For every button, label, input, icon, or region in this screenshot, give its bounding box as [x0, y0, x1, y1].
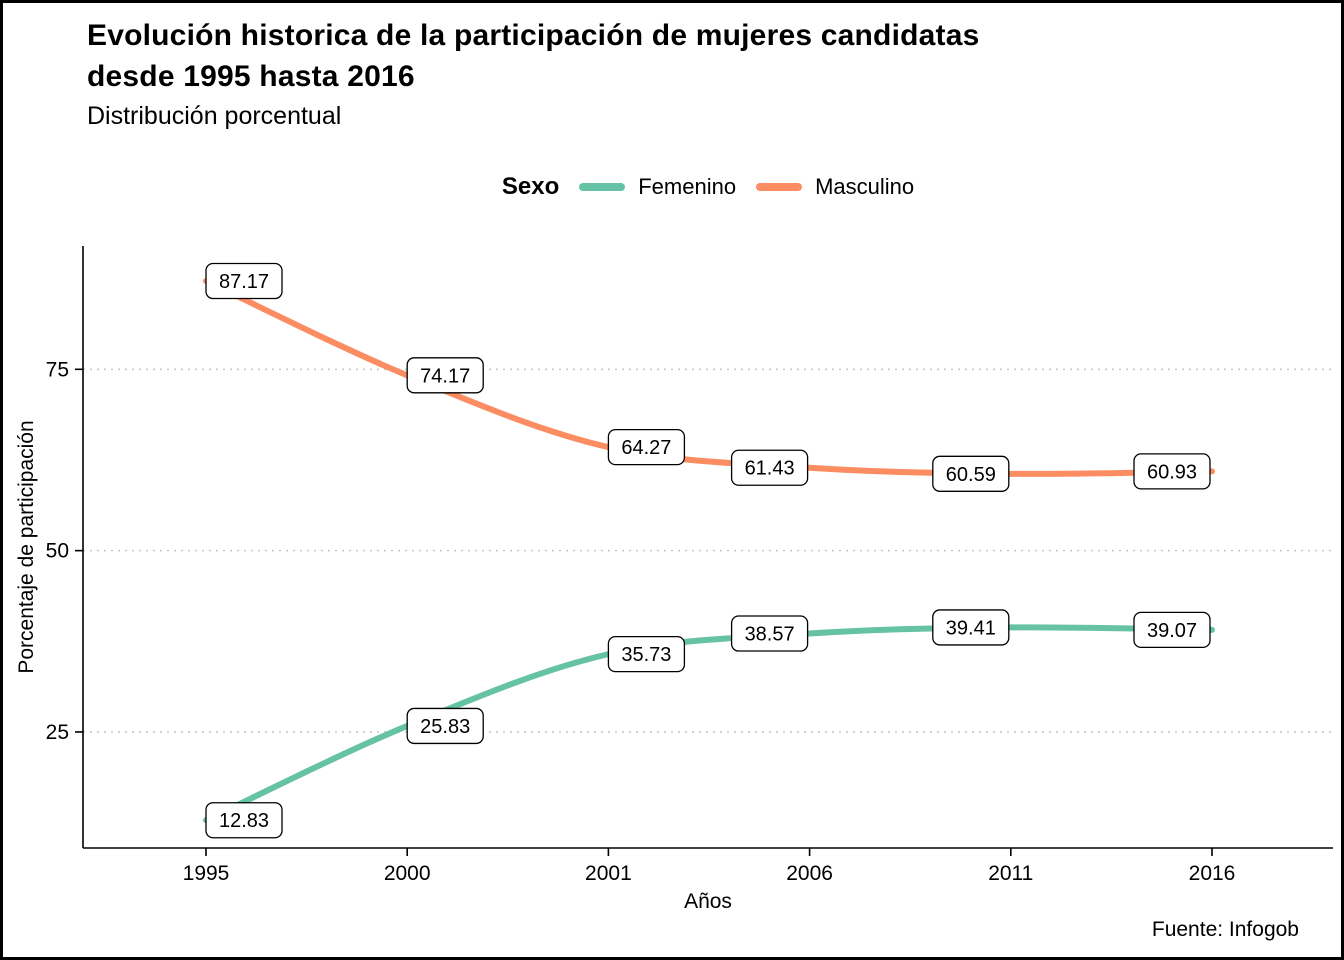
chart-title: Evolución historica de la participación …	[87, 15, 979, 97]
series-line-femenino	[203, 624, 1215, 824]
source-caption: Fuente: Infogob	[1151, 918, 1299, 941]
point-label-femenino: 38.57	[745, 624, 795, 646]
point-label-masculino: 60.93	[1147, 461, 1197, 483]
point-label-box-femenino	[932, 609, 1010, 646]
masculino-line-swatch	[756, 183, 803, 191]
femenino-line-swatch	[579, 183, 626, 191]
x-tick-label: 2000	[384, 862, 431, 885]
point-label-box-masculino	[1133, 453, 1211, 490]
point-label-femenino: 39.41	[946, 617, 996, 639]
series-line-masculino	[203, 278, 1215, 477]
chart-title-line2: desde 1995 hasta 2016	[87, 60, 415, 93]
point-label-femenino: 25.83	[420, 716, 470, 738]
x-tick-label: 2011	[988, 862, 1033, 885]
point-label-box-femenino	[1133, 611, 1211, 649]
y-tick-label: 75	[46, 358, 69, 381]
point-label-box-masculino	[205, 262, 283, 300]
y-tick-label: 25	[46, 721, 69, 744]
point-label-masculino: 74.17	[420, 365, 470, 387]
point-label-box-masculino	[406, 357, 484, 394]
x-tick-label: 2006	[786, 862, 833, 885]
point-label-box-femenino	[730, 615, 809, 652]
point-label-masculino: 60.59	[946, 464, 996, 486]
x-axis-title: Años	[684, 890, 732, 913]
point-label-box-femenino	[205, 802, 283, 839]
x-tick-label: 2016	[1189, 862, 1236, 885]
chart-title-line1: Evolución historica de la participación …	[87, 19, 980, 52]
point-label-box-masculino	[932, 455, 1010, 492]
point-label-femenino: 35.73	[621, 644, 671, 666]
y-tick-label: 50	[46, 540, 69, 563]
chart-subtitle: Distribución porcentual	[87, 102, 342, 130]
plot-area: 25 50 75 1995 2000 2001 2006 2011 2016 Años Porcen…	[15, 246, 1333, 913]
x-tick-label: 1995	[183, 862, 230, 885]
legend-item-femenino: Femenino	[579, 174, 736, 200]
point-label-femenino: 12.83	[219, 810, 269, 832]
point-label-masculino: 61.43	[745, 458, 795, 480]
point-label-masculino: 64.27	[621, 437, 671, 459]
y-axis-title: Porcentaje de participación	[15, 420, 38, 673]
point-label-box-femenino	[406, 707, 484, 745]
point-label-box-masculino	[607, 428, 686, 466]
point-label-masculino: 87.17	[219, 271, 269, 293]
point-label-box-masculino	[730, 449, 809, 486]
legend-item-masculino: Masculino	[756, 174, 914, 200]
point-label-femenino: 39.07	[1147, 620, 1197, 642]
x-tick-label: 2001	[585, 862, 632, 885]
legend-label-femenino: Femenino	[638, 174, 737, 199]
legend: Sexo Femenino Masculino	[83, 170, 1333, 204]
legend-title: Sexo	[501, 173, 560, 200]
point-label-box-femenino	[607, 635, 686, 673]
legend-label-masculino: Masculino	[815, 174, 915, 199]
